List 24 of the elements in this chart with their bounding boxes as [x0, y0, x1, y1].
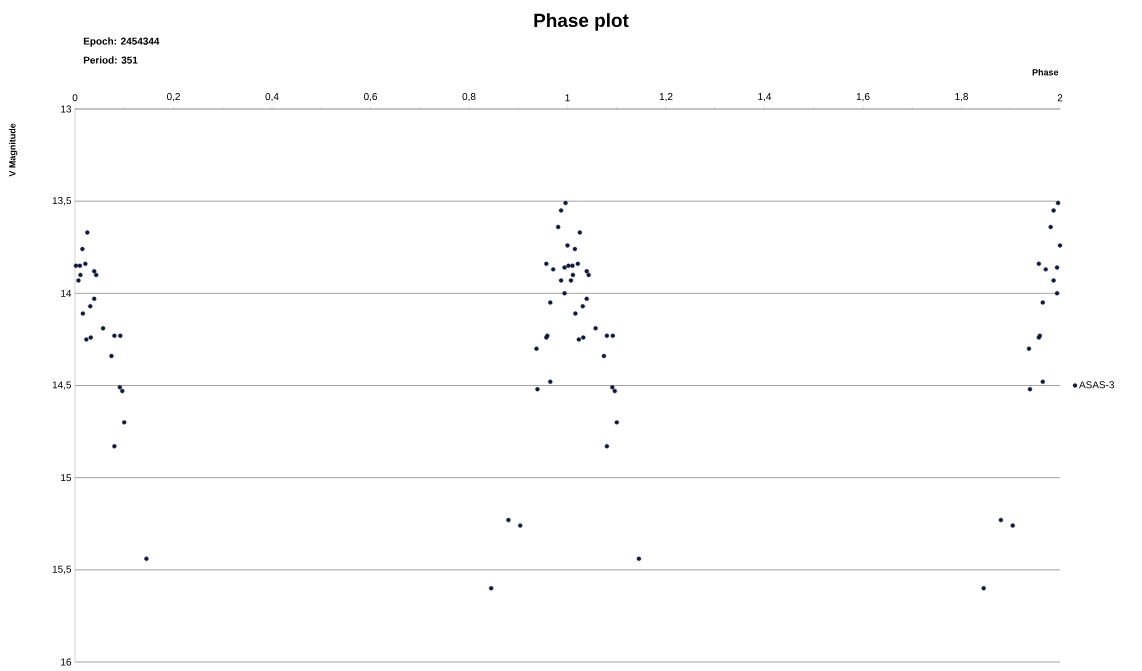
x-tick-label: 0,8: [462, 93, 476, 102]
x-tick-label: 2: [1057, 94, 1063, 102]
y-tick-label: 15,5: [52, 565, 72, 574]
text: Epoch: 2454344: [83, 37, 160, 47]
legend-label: ASAS-3: [1079, 381, 1115, 389]
x-tick-label: 1: [565, 94, 570, 102]
x-axis-title: Phase: [1032, 68, 1059, 76]
x-tick-label: 1,8: [955, 93, 968, 102]
x-tick-label: 0,4: [265, 93, 279, 102]
x-tick-label: 0: [72, 94, 78, 102]
y-tick-label: 14,5: [52, 381, 72, 390]
text: Period: 351: [83, 56, 138, 64]
y-axis-title: V Magnitude: [8, 123, 18, 177]
x-tick-label: 1,6: [856, 93, 870, 102]
y-tick-label: 13: [61, 105, 72, 113]
y-tick-label: 13,5: [52, 197, 72, 206]
y-tick-label: 16: [61, 658, 72, 666]
y-tick-label: 15: [61, 474, 72, 482]
x-tick-label: 0,2: [166, 93, 180, 102]
x-tick-label: 1,4: [758, 93, 772, 102]
x-tick-label: 1,2: [659, 93, 673, 102]
y-tick-label: 14: [61, 289, 72, 297]
chart-title: Phase plot: [534, 13, 629, 31]
x-tick-label: 0,6: [363, 93, 377, 102]
